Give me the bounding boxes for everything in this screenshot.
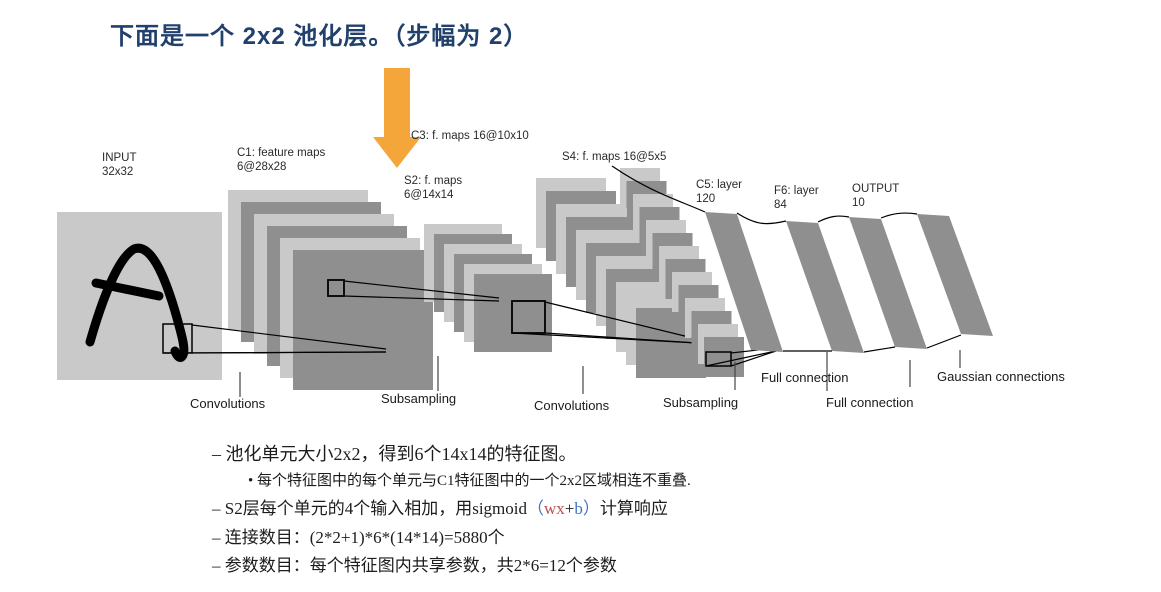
wx-term: wx: [544, 499, 565, 518]
c3-feature-map-stack: [536, 178, 706, 378]
label-input: INPUT 32x32: [102, 152, 137, 178]
c1-feature-map-stack: [228, 190, 433, 390]
input-receptive-field: [162, 323, 387, 354]
input-image-square: [57, 212, 222, 380]
label-c1: C1: feature maps 6@28x28: [237, 147, 326, 173]
label-convolutions-2: Convolutions: [534, 398, 610, 413]
paren-close: ）: [582, 499, 600, 518]
label-s4: S4: f. maps 16@5x5: [562, 151, 667, 163]
page-title: 下面是一个 2x2 池化层。（步幅为 2）: [110, 23, 529, 50]
s2-feature-map-stack: [424, 224, 552, 352]
label-tick-marks: [239, 350, 961, 397]
label-subsampling-1: Subsampling: [381, 391, 457, 406]
note-parameter-count: – 参数数目：每个特征图内共享参数，共2*6=12个参数: [212, 556, 617, 575]
label-c3: C3: f. maps 16@10x10: [411, 130, 529, 142]
label-full-connection-1: Full connection: [761, 370, 849, 385]
handwritten-a: [85, 243, 189, 362]
label-full-connection-2: Full connection: [826, 395, 914, 410]
note-s2-sigmoid: – S2层每个单元的4个输入相加，用sigmoid（wx+b）计算响应: [212, 494, 668, 519]
note-s2-prefix: – S2层每个单元的4个输入相加，用sigmoid: [212, 499, 527, 518]
b-term: b: [574, 499, 583, 518]
note-pooling-size: – 池化单元大小2x2，得到6个14x14的特征图。: [212, 444, 577, 464]
label-f6: F6: layer 84: [774, 185, 819, 211]
note-connection-count: – 连接数目：(2*2+1)*6*(14*14)=5880个: [212, 528, 505, 547]
paren-open: （: [527, 499, 544, 518]
label-subsampling-2: Subsampling: [663, 395, 739, 410]
label-convolutions-1: Convolutions: [190, 396, 266, 411]
label-gaussian-connections: Gaussian connections: [937, 369, 1065, 384]
fully-connected-layer-bars: [705, 212, 993, 353]
note-s2-suffix: 计算响应: [599, 499, 668, 518]
label-c5: C5: layer 120: [696, 179, 743, 205]
s4-feature-map-stack: [620, 168, 744, 377]
label-s2: S2: f. maps 6@14x14: [404, 175, 463, 201]
c1-pooling-window: [327, 279, 500, 302]
label-output: OUTPUT 10: [852, 183, 900, 209]
layer-connection-lines: [611, 165, 962, 353]
s2-receptive-field: [511, 300, 698, 344]
pooling-arrow-icon: [373, 68, 421, 168]
note-non-overlap: • 每个特征图中的每个单元与C1特征图中的一个2x2区域相连不重叠.: [248, 473, 691, 489]
plus-sign: +: [564, 499, 575, 518]
